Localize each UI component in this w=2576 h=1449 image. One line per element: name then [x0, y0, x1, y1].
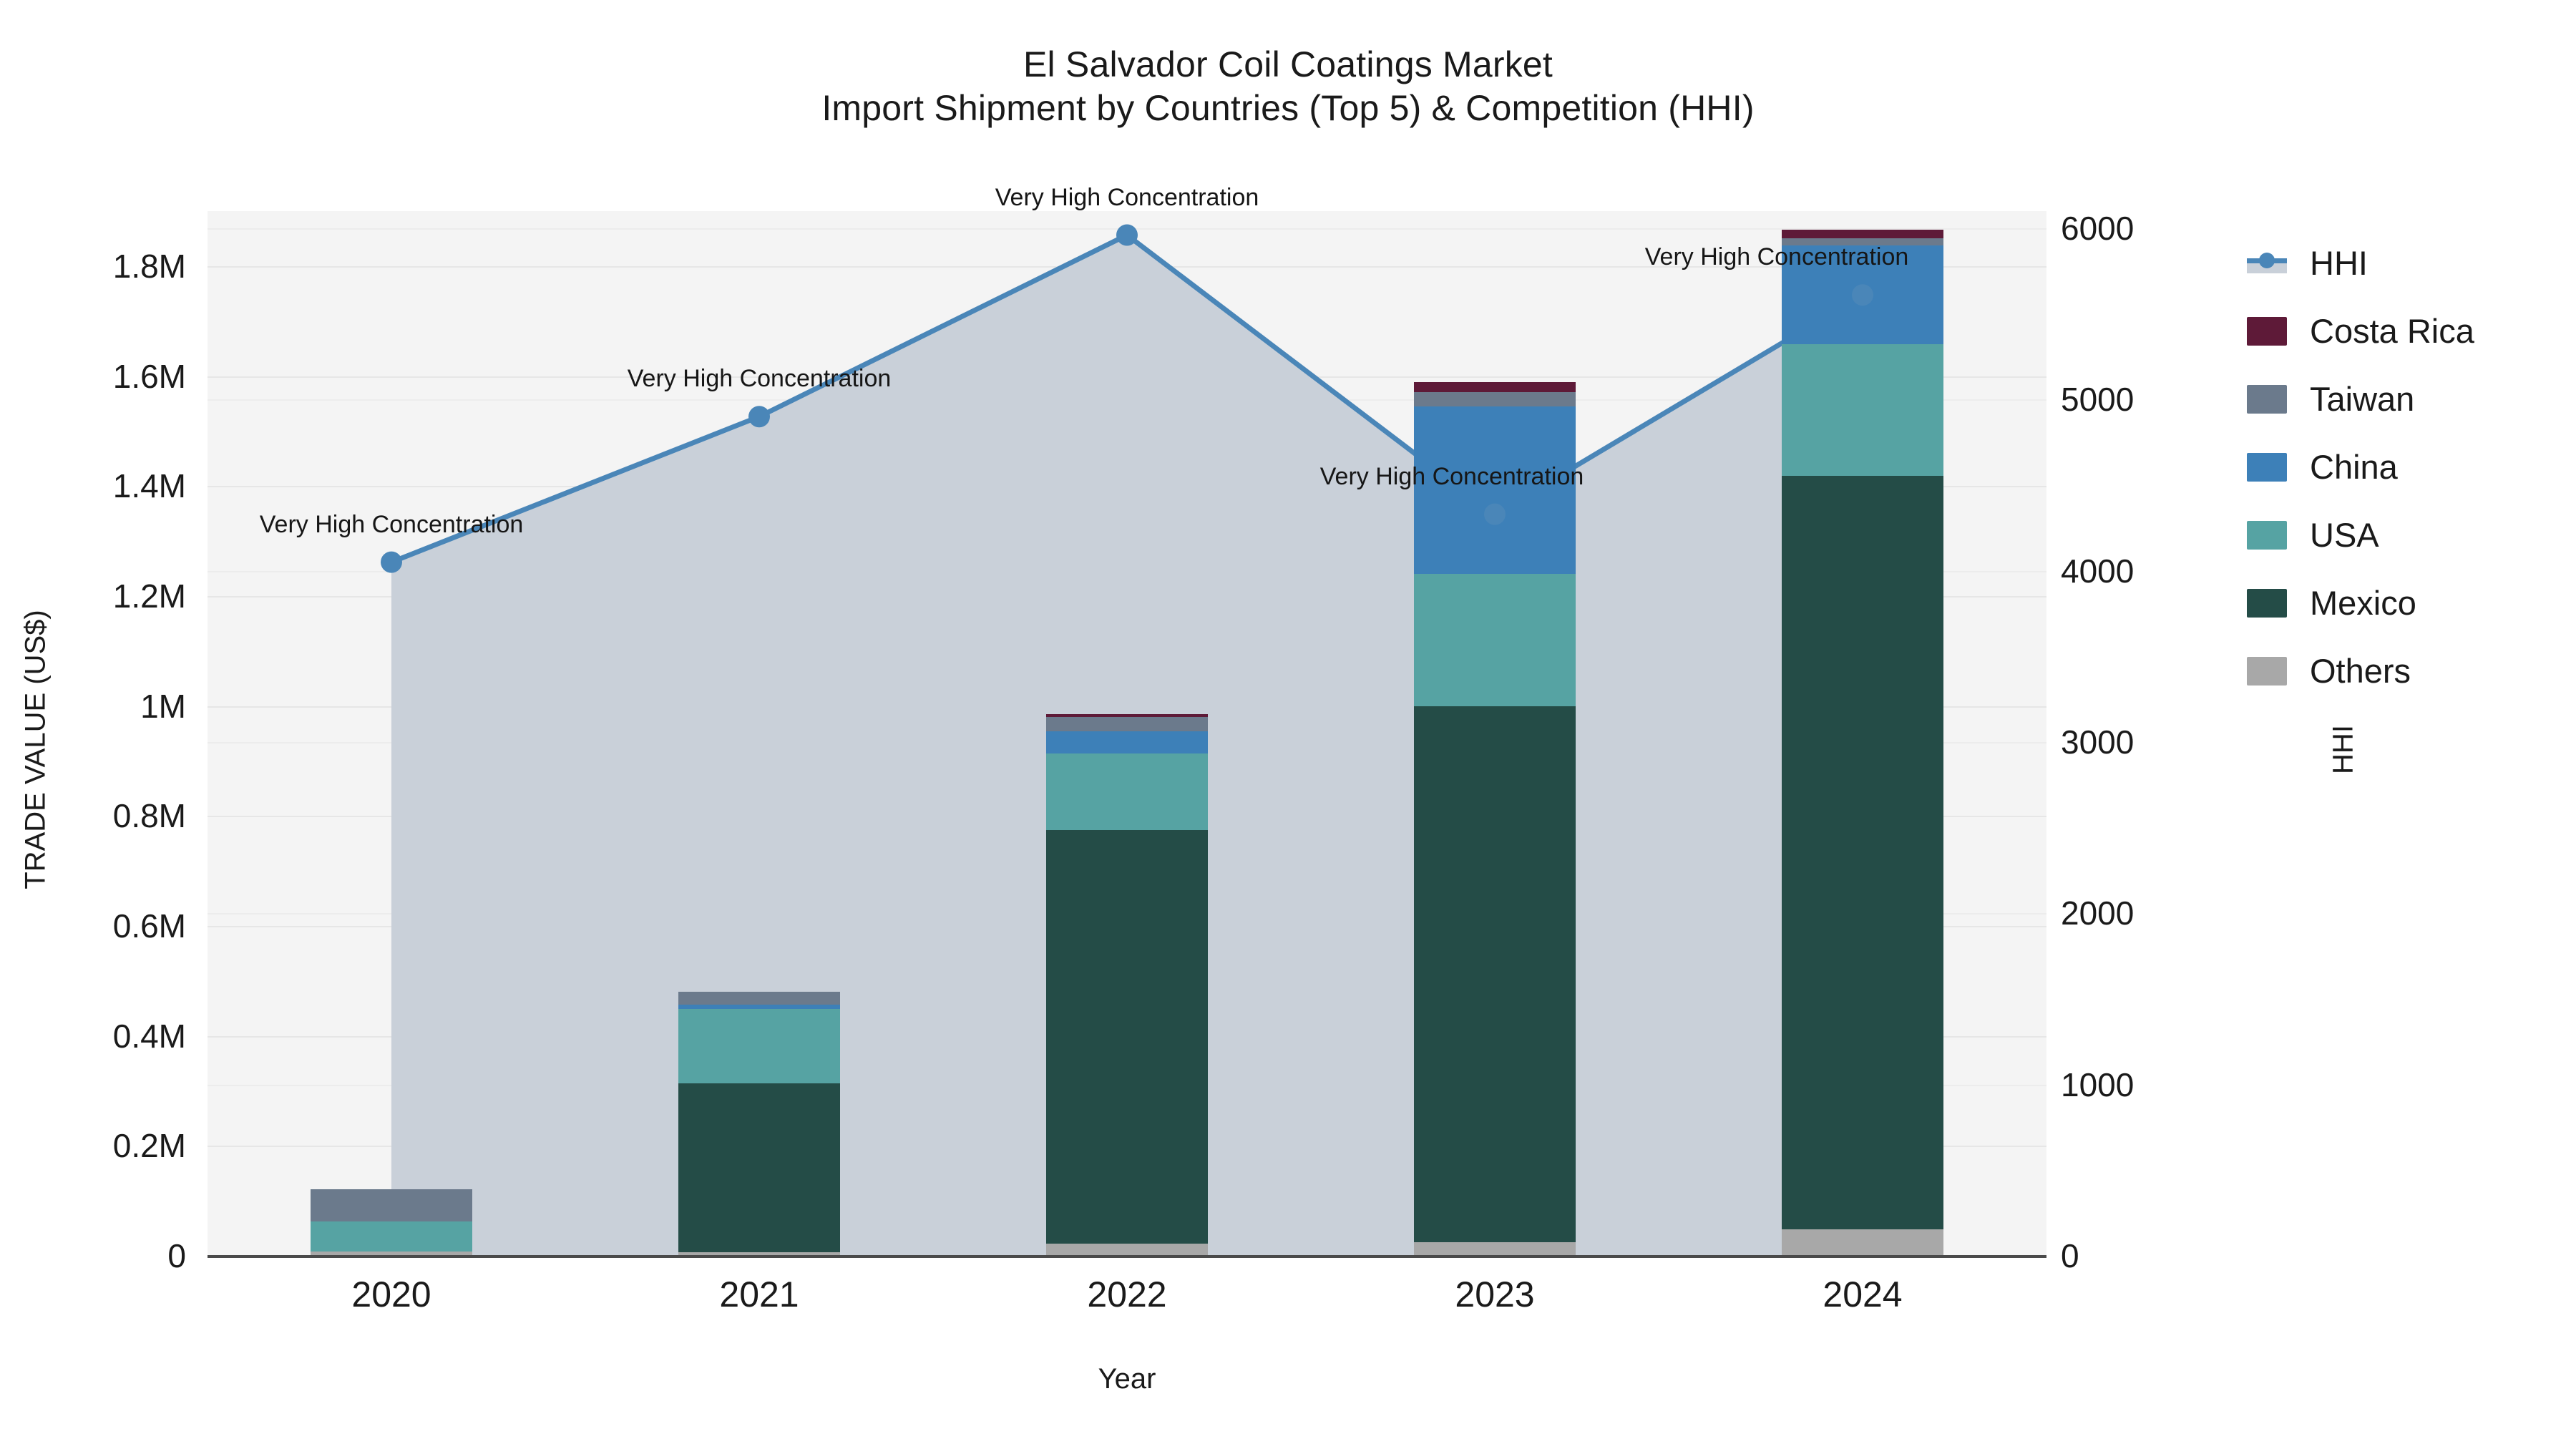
- legend-line-swatch-icon: [2247, 249, 2287, 278]
- legend-color-swatch-icon: [2247, 520, 2287, 550]
- bar-stack-2024[interactable]: [1781, 211, 1944, 1256]
- bar-segment-mexico-2024[interactable]: [1781, 476, 1944, 1230]
- bar-segment-usa-2020[interactable]: [310, 1221, 473, 1252]
- annotation-2024: Very High Concentration: [1644, 243, 1909, 271]
- bar-segment-costa-rica-2024[interactable]: [1781, 230, 1944, 239]
- bar-segment-costa-rica-2022[interactable]: [1045, 714, 1209, 717]
- y-tick-left-1.8M: 1.8M: [112, 247, 186, 285]
- bar-segment-china-2023[interactable]: [1413, 406, 1576, 575]
- legend-item-usa[interactable]: USA: [2247, 501, 2474, 569]
- legend-color-swatch-icon: [2247, 384, 2287, 414]
- y-tick-right-6000: 6000: [2061, 209, 2135, 247]
- bar-segment-others-2024[interactable]: [1781, 1229, 1944, 1256]
- chart-title-block: El Salvador Coil Coatings Market Import …: [0, 43, 2576, 130]
- x-tick-2024: 2024: [1823, 1274, 1903, 1314]
- bar-segment-costa-rica-2023[interactable]: [1413, 381, 1576, 392]
- chart-legend: HHI Costa Rica Taiwan China USA Mexico Others: [2247, 229, 2474, 705]
- y-tick-left-0.2M: 0.2M: [112, 1127, 186, 1165]
- y-axis-left-title: TRADE VALUE (US$): [19, 610, 52, 889]
- bar-segment-taiwan-2022[interactable]: [1045, 716, 1209, 731]
- y-tick-left-1.6M: 1.6M: [112, 357, 186, 395]
- bar-segment-mexico-2023[interactable]: [1413, 706, 1576, 1242]
- annotation-2022: Very High Concentration: [995, 183, 1259, 211]
- x-tick-2021: 2021: [719, 1274, 799, 1314]
- legend-label: USA: [2310, 516, 2379, 554]
- x-axis-title: Year: [1098, 1363, 1156, 1395]
- bar-stack-2021[interactable]: [678, 211, 841, 1256]
- y-axis-right: 0 1000 2000 3000 4000 5000 6000: [2061, 0, 2275, 1449]
- y-axis-left: 0 0.2M 0.4M 0.6M 0.8M 1M 1.2M 1.4M 1.6M 1.8M: [0, 0, 208, 1449]
- y-tick-left-0.4M: 0.4M: [112, 1017, 186, 1055]
- bar-segment-others-2022[interactable]: [1045, 1244, 1209, 1256]
- legend-color-swatch-icon: [2247, 588, 2287, 618]
- y-tick-right-0: 0: [2061, 1237, 2079, 1274]
- y-tick-right-3000: 3000: [2061, 723, 2135, 761]
- annotation-2021: Very High Concentration: [627, 365, 892, 393]
- legend-item-taiwan[interactable]: Taiwan: [2247, 365, 2474, 433]
- legend-item-costa-rica[interactable]: Costa Rica: [2247, 297, 2474, 365]
- legend-label: HHI: [2310, 244, 2368, 282]
- annotation-2023: Very High Concentration: [1319, 462, 1584, 490]
- x-tick-2020: 2020: [351, 1274, 431, 1314]
- y-tick-right-2000: 2000: [2061, 894, 2135, 932]
- y-tick-left-1.2M: 1.2M: [112, 577, 186, 615]
- x-tick-2023: 2023: [1455, 1274, 1535, 1314]
- x-tick-2022: 2022: [1087, 1274, 1167, 1314]
- legend-item-mexico[interactable]: Mexico: [2247, 569, 2474, 637]
- annotation-2020: Very High Concentration: [259, 510, 524, 538]
- legend-label: Taiwan: [2310, 380, 2415, 418]
- bar-segment-others-2020[interactable]: [310, 1251, 473, 1256]
- y-tick-left-0.8M: 0.8M: [112, 797, 186, 835]
- bar-segment-china-2021[interactable]: [678, 1004, 841, 1009]
- legend-color-swatch-icon: [2247, 656, 2287, 686]
- legend-label: Mexico: [2310, 584, 2416, 622]
- legend-label: Costa Rica: [2310, 312, 2474, 350]
- x-axis-spine: [208, 1255, 2046, 1258]
- y-tick-left-0.6M: 0.6M: [112, 907, 186, 945]
- y-tick-left-1.4M: 1.4M: [112, 467, 186, 505]
- bar-segment-usa-2022[interactable]: [1045, 753, 1209, 831]
- bar-segment-china-2022[interactable]: [1045, 731, 1209, 753]
- bar-segment-usa-2024[interactable]: [1781, 343, 1944, 477]
- legend-label: Others: [2310, 652, 2411, 690]
- bar-segment-taiwan-2020[interactable]: [310, 1189, 473, 1221]
- bar-segment-taiwan-2021[interactable]: [678, 992, 841, 1005]
- bar-segment-usa-2023[interactable]: [1413, 574, 1576, 706]
- bar-stack-2023[interactable]: [1413, 211, 1576, 1256]
- bar-segment-usa-2021[interactable]: [678, 1008, 841, 1083]
- bar-segment-taiwan-2023[interactable]: [1413, 391, 1576, 406]
- bar-segment-others-2023[interactable]: [1413, 1241, 1576, 1256]
- y-tick-right-5000: 5000: [2061, 381, 2135, 419]
- bar-segment-mexico-2021[interactable]: [678, 1083, 841, 1253]
- chart-title-line-1: El Salvador Coil Coatings Market: [1023, 44, 1553, 84]
- legend-item-others[interactable]: Others: [2247, 637, 2474, 705]
- legend-color-swatch-icon: [2247, 316, 2287, 346]
- legend-item-hhi[interactable]: HHI: [2247, 229, 2474, 297]
- y-tick-left-1M: 1M: [140, 687, 186, 725]
- chart-title-line-2: Import Shipment by Countries (Top 5) & C…: [821, 88, 1755, 128]
- y-tick-right-1000: 1000: [2061, 1065, 2135, 1103]
- bar-segment-others-2021[interactable]: [678, 1252, 841, 1256]
- bar-stack-2022[interactable]: [1045, 211, 1209, 1256]
- y-tick-right-4000: 4000: [2061, 552, 2135, 590]
- bar-segment-taiwan-2024[interactable]: [1781, 238, 1944, 245]
- bar-segment-mexico-2022[interactable]: [1045, 830, 1209, 1244]
- legend-label: China: [2310, 448, 2398, 486]
- legend-color-swatch-icon: [2247, 452, 2287, 482]
- y-tick-left-0: 0: [167, 1237, 186, 1274]
- legend-item-china[interactable]: China: [2247, 433, 2474, 501]
- bar-stack-2020[interactable]: [310, 211, 473, 1256]
